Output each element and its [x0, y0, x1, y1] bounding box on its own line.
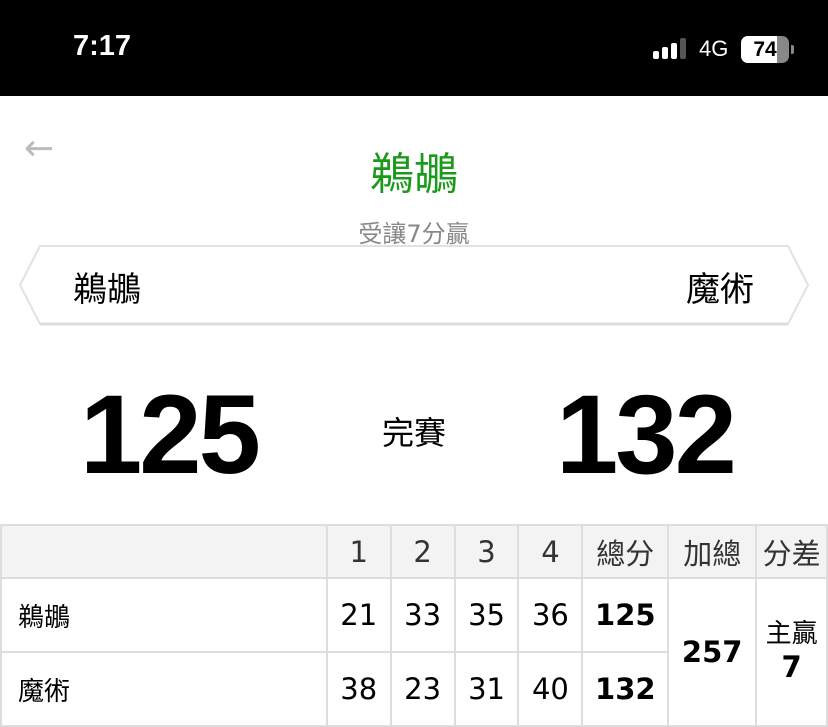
table-row: 鵜鶘 21 33 35 36 125 257 主贏 7 — [0, 577, 828, 727]
header-cell — [0, 524, 328, 579]
header-cell: 加總 — [667, 524, 758, 579]
header-cell: 3 — [453, 524, 520, 579]
status-bar: 7:17 4G 74 — [0, 0, 828, 96]
home-team-name[interactable]: 魔術 — [686, 270, 754, 310]
network-type: 4G — [699, 36, 729, 61]
header-cell: 分差 — [755, 524, 828, 579]
quarter-cell: 23 — [389, 651, 456, 727]
quarter-cell: 35 — [453, 577, 520, 653]
quarter-cell: 38 — [325, 651, 392, 727]
home-score: 132 — [556, 372, 737, 497]
total-cell: 125 — [581, 577, 670, 653]
diff-value: 7 — [781, 650, 802, 685]
table-header-row: 1 2 3 4 總分 加總 分差 — [0, 524, 828, 579]
handicap-result: 受讓7分贏 — [358, 220, 470, 248]
header-cell: 2 — [389, 524, 456, 579]
away-score: 125 — [80, 372, 261, 497]
game-state: 完賽 — [381, 414, 446, 452]
clock: 7:17 — [73, 30, 132, 62]
header-cell: 總分 — [581, 524, 670, 579]
total-cell: 132 — [581, 651, 670, 727]
diff-cell: 主贏 7 — [755, 577, 828, 727]
page-title: 鵜鶘 — [370, 149, 458, 200]
quarter-cell: 40 — [517, 651, 584, 727]
quarter-cell: 33 — [389, 577, 456, 653]
signal-icon — [653, 38, 686, 59]
arrow-left-icon[interactable]: ← — [24, 128, 55, 169]
team-cell: 鵜鶘 — [0, 577, 328, 653]
quarter-cell: 21 — [325, 577, 392, 653]
battery-icon: 74 — [741, 36, 789, 63]
diff-label: 主贏 — [765, 619, 818, 649]
team-cell: 魔術 — [0, 651, 328, 727]
sum-cell: 257 — [667, 577, 758, 727]
teams-banner — [0, 245, 828, 327]
away-team-name[interactable]: 鵜鶘 — [73, 270, 141, 310]
battery-nub — [791, 45, 794, 54]
header-cell: 4 — [517, 524, 584, 579]
header-cell: 1 — [325, 524, 392, 579]
quarter-cell: 31 — [453, 651, 520, 727]
box-score-table: 1 2 3 4 總分 加總 分差 鵜鶘 21 33 35 36 125 257 … — [0, 524, 828, 727]
quarter-cell: 36 — [517, 577, 584, 653]
